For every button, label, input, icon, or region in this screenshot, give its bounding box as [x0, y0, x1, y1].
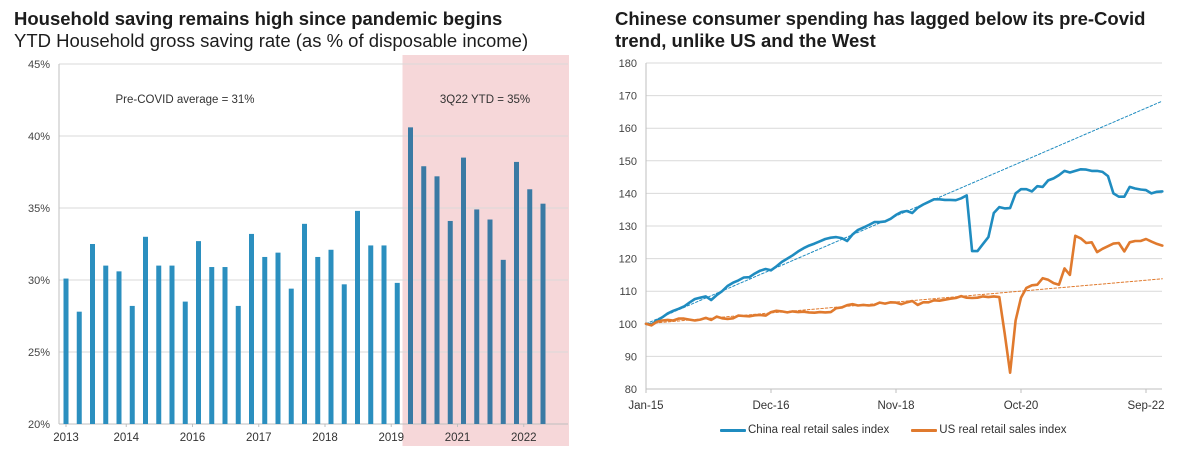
bar	[143, 236, 148, 424]
y-tick-label: 160	[619, 123, 637, 135]
x-tick-label: Dec-16	[752, 400, 789, 412]
bar	[302, 223, 307, 424]
y-tick-label: 20%	[28, 419, 50, 431]
x-tick-label: Oct-20	[1004, 400, 1039, 412]
bar	[447, 220, 453, 424]
x-tick-label: 2013	[53, 432, 79, 444]
ytd-annotation: 3Q22 YTD = 35%	[440, 94, 530, 106]
x-tick-label: 2022	[511, 432, 537, 444]
right-chart-title-line1: Chinese consumer spending has lagged bel…	[615, 8, 1146, 29]
bar	[235, 305, 241, 424]
y-tick-label: 110	[619, 286, 637, 298]
x-tick-label: 2019	[378, 432, 404, 444]
bar	[169, 265, 175, 424]
us-trend-line	[645, 278, 1163, 325]
y-tick-label: 100	[619, 319, 637, 331]
bar	[328, 249, 334, 424]
bar	[262, 256, 268, 424]
china-series-line	[644, 168, 1164, 326]
x-tick-label: Jan-15	[628, 400, 663, 412]
bar	[156, 265, 162, 424]
legend-label-us: US real retail sales index	[939, 424, 1067, 436]
bar	[474, 209, 480, 424]
legend-label-china: China real retail sales index	[748, 424, 890, 436]
y-tick-label: 180	[619, 58, 637, 70]
y-tick-label: 35%	[28, 203, 50, 215]
bar	[368, 245, 374, 424]
y-tick-label: 80	[625, 384, 637, 396]
x-tick-label: Nov-18	[877, 400, 914, 412]
x-tick-label: 2021	[445, 432, 471, 444]
left-chart-panel: Household saving remains high since pand…	[0, 0, 600, 465]
y-tick-label: 170	[619, 91, 637, 103]
bar	[103, 265, 109, 424]
bar	[76, 311, 82, 424]
saving-rate-bar-chart: 20% 25% 30% 35% 40% 45% 2013 2014 2016 2017 2018 2…	[28, 55, 569, 446]
bar	[408, 127, 413, 425]
y-tick-label: 40%	[28, 131, 50, 143]
bar	[434, 176, 440, 424]
bar	[461, 157, 466, 424]
retail-sales-line-chart: 80 90 100 110 120 130 140 150 160 170 180 Jan-15 De…	[619, 58, 1165, 412]
bar	[540, 203, 546, 424]
y-tick-label: 150	[619, 156, 637, 168]
pre-covid-average-annotation: Pre-COVID average = 31%	[115, 94, 254, 106]
bar	[129, 305, 135, 424]
china-legend-swatch	[720, 428, 746, 432]
y-tick-label: 120	[619, 254, 637, 266]
bar	[249, 233, 254, 424]
bar	[196, 241, 201, 424]
x-tick-label: 2018	[312, 432, 338, 444]
y-tick-label: 25%	[28, 347, 50, 359]
bar	[381, 245, 387, 424]
y-tick-label: 140	[619, 188, 637, 200]
left-chart-subtitle: YTD Household gross saving rate (as % of…	[14, 30, 529, 51]
bar	[288, 288, 294, 424]
bar	[222, 267, 228, 424]
right-chart-panel: Chinese consumer spending has lagged bel…	[600, 0, 1203, 465]
bar	[421, 166, 427, 425]
y-tick-label: 30%	[28, 275, 50, 287]
x-tick-label: 2016	[180, 432, 206, 444]
us-series-line	[644, 234, 1164, 374]
bar	[90, 244, 95, 424]
x-tick-label: 2014	[113, 432, 139, 444]
y-tick-label: 130	[619, 221, 637, 233]
bar	[315, 256, 321, 424]
bar	[116, 271, 122, 424]
bar	[275, 252, 281, 424]
bar	[514, 161, 519, 425]
legend-item-china: China real retail sales index	[720, 424, 889, 436]
y-tick-label: 45%	[28, 59, 50, 71]
x-tick-label: 2017	[246, 432, 272, 444]
bar	[341, 284, 347, 424]
bar	[63, 278, 69, 424]
x-tick-label: Sep-22	[1127, 400, 1164, 412]
line-chart-legend: China real retail sales index US real re…	[720, 424, 1066, 436]
left-chart-title: Household saving remains high since pand…	[14, 8, 503, 29]
bar	[500, 259, 506, 424]
bar	[394, 282, 400, 424]
bar	[527, 189, 533, 424]
bar	[487, 219, 493, 424]
bar	[355, 210, 360, 424]
right-chart-title-line2: trend, unlike US and the West	[615, 30, 876, 51]
y-tick-label: 90	[625, 351, 637, 363]
legend-item-us: US real retail sales index	[911, 424, 1066, 436]
us-legend-swatch	[911, 428, 938, 432]
bar	[209, 267, 215, 424]
bar	[182, 301, 188, 424]
